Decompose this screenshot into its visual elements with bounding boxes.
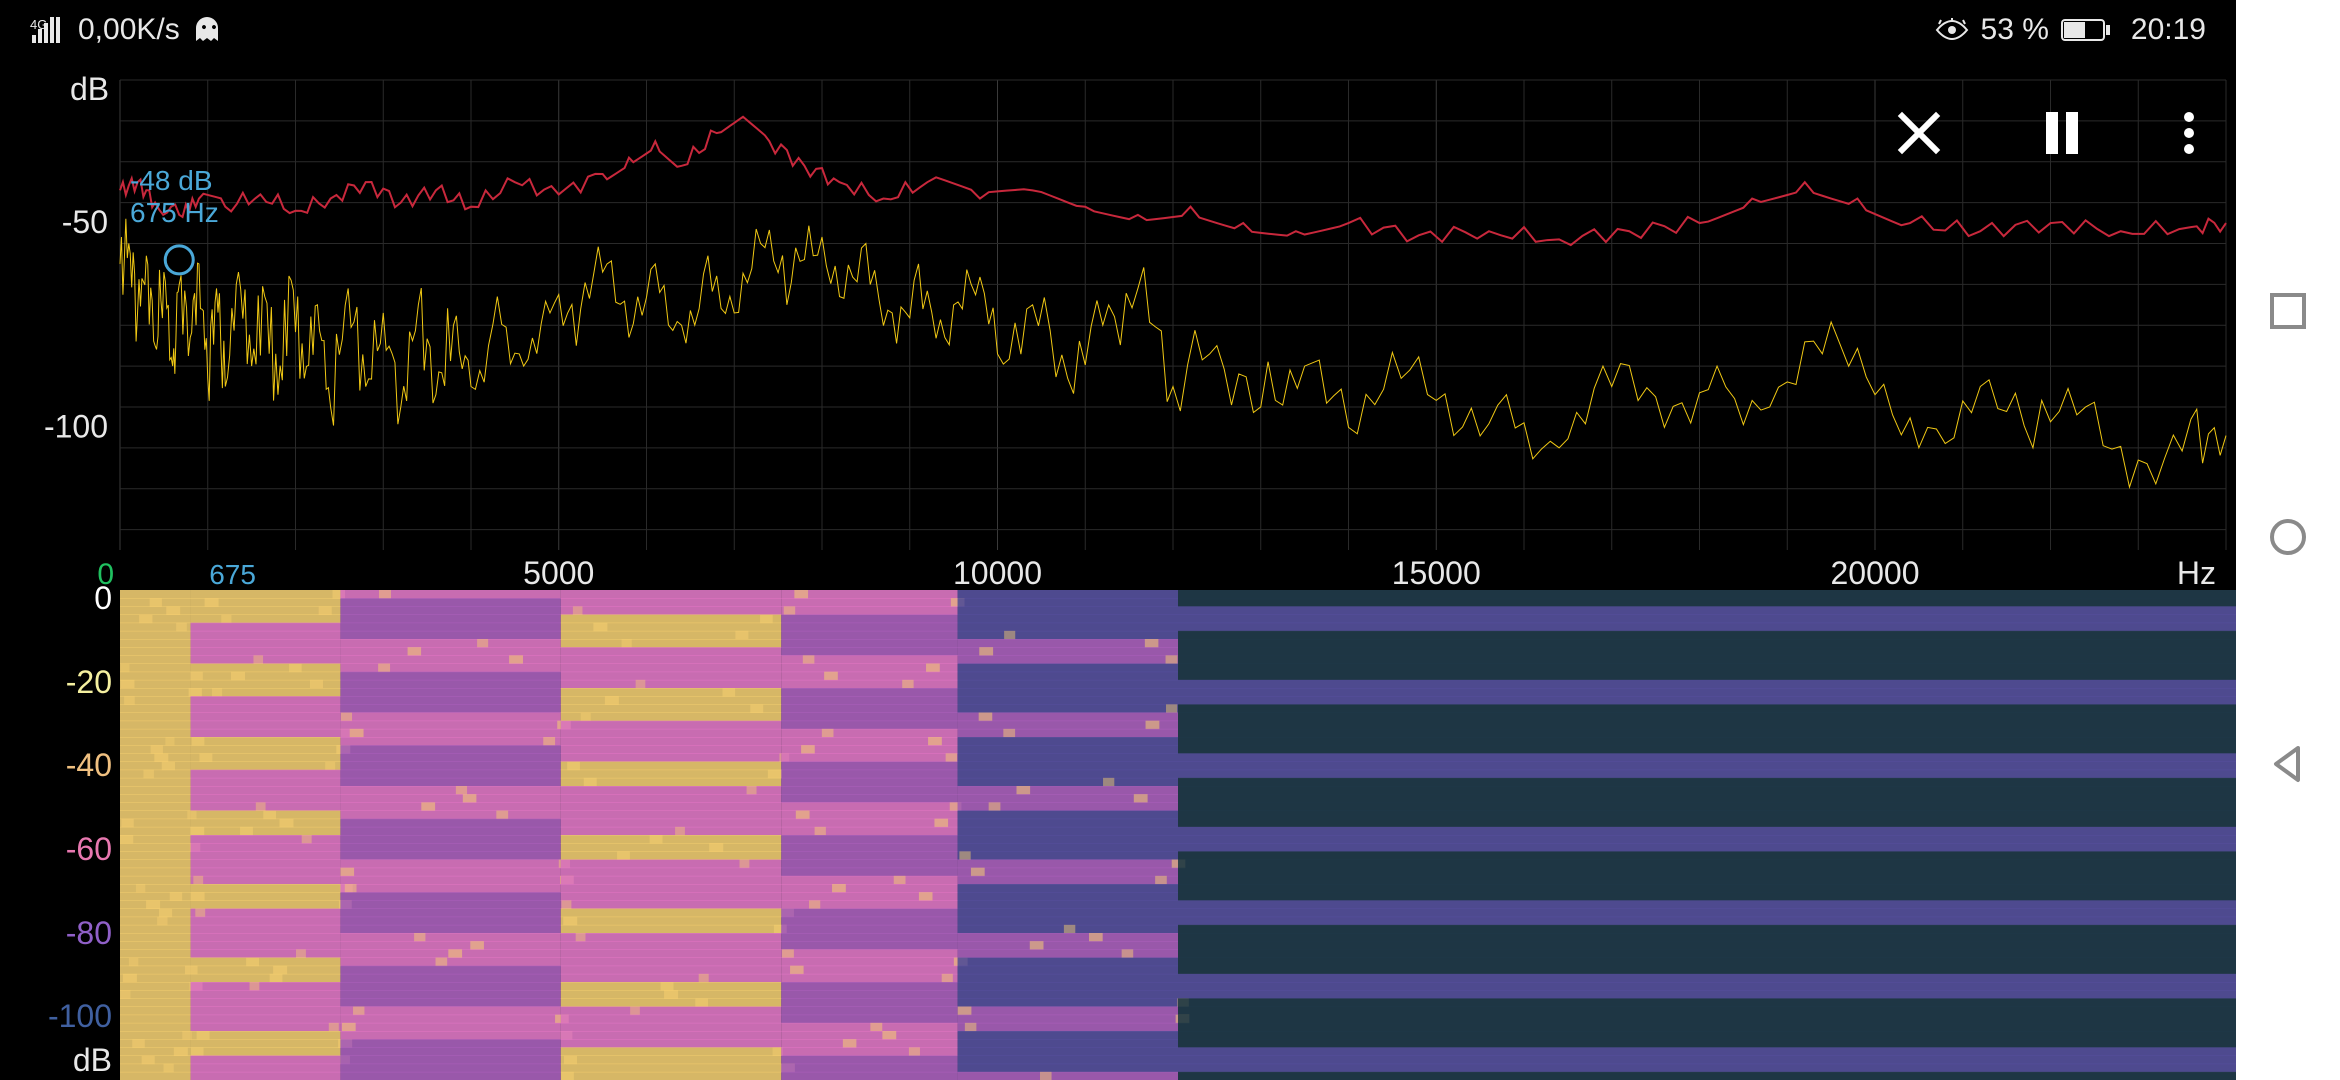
battery-icon (2061, 17, 2111, 43)
svg-text:675 Hz: 675 Hz (130, 197, 219, 228)
svg-text:5000: 5000 (523, 555, 594, 590)
pause-button[interactable] (2042, 110, 2082, 161)
svg-text:Hz: Hz (2177, 555, 2216, 590)
back-button[interactable] (2264, 740, 2312, 793)
status-right: 53 % 20:19 (1935, 13, 2206, 47)
db-tick: -60 (2, 831, 112, 868)
recents-button[interactable] (2264, 287, 2312, 340)
close-button[interactable] (1896, 110, 1942, 161)
home-button[interactable] (2264, 513, 2312, 566)
status-bar: 4G 0,00K/s 53 % 20:19 (0, 0, 2236, 60)
svg-text:-50: -50 (62, 204, 108, 240)
status-left: 4G 0,00K/s (30, 13, 220, 47)
network-4g-icon: 4G (30, 15, 64, 45)
data-speed: 0,00K/s (78, 13, 180, 47)
db-axis-label: dB (2, 1042, 112, 1079)
db-tick: -100 (2, 998, 112, 1035)
svg-text:20000: 20000 (1831, 555, 1920, 590)
svg-text:dB: dB (70, 71, 109, 107)
eye-comfort-icon (1935, 18, 1969, 42)
svg-text:-100: -100 (44, 408, 108, 444)
svg-text:15000: 15000 (1392, 555, 1481, 590)
svg-text:675: 675 (209, 559, 256, 590)
db-tick: -20 (2, 664, 112, 701)
spectrogram-db-scale: 0-20-40-60-80-100dB (0, 590, 120, 1080)
clock: 20:19 (2131, 13, 2206, 47)
battery-percent: 53 % (1981, 13, 2049, 47)
android-navbar (2236, 0, 2340, 1080)
svg-text:-48 dB: -48 dB (130, 165, 213, 196)
more-button[interactable] (2182, 110, 2196, 161)
spectrogram-chart[interactable] (0, 590, 2236, 1080)
action-bar (1896, 110, 2196, 161)
svg-text:10000: 10000 (953, 555, 1042, 590)
ghost-icon (194, 15, 220, 45)
db-tick: -40 (2, 747, 112, 784)
db-tick: -80 (2, 915, 112, 952)
db-tick: 0 (2, 580, 112, 617)
app-screen: 4G 0,00K/s 53 % 20:19 -50 -100 dB 5000 10000… (0, 0, 2236, 1080)
